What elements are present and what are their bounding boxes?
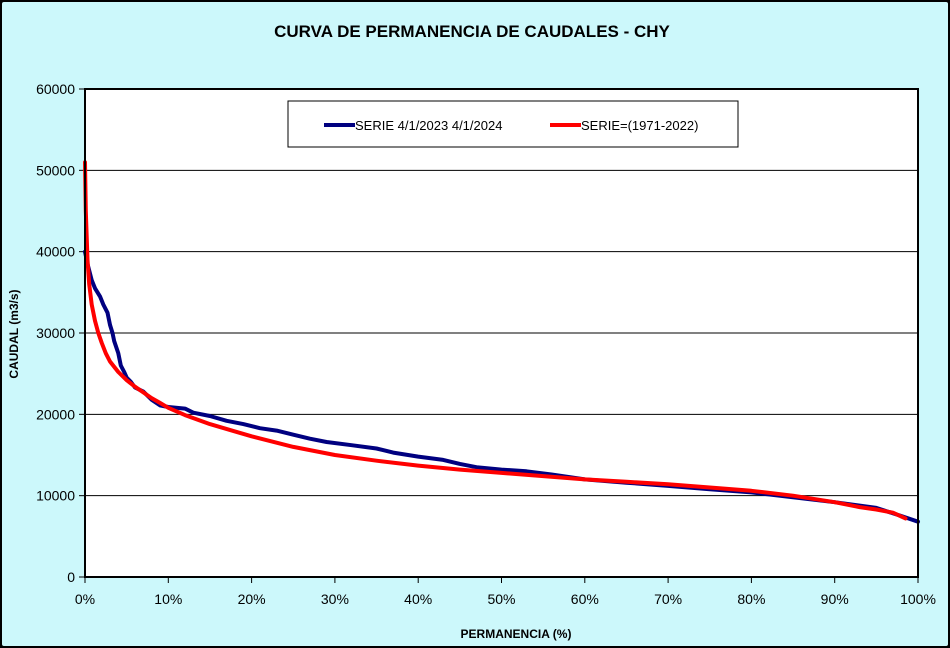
x-axis-ticks: 0% 10% 20% 30% 40% 50% 60% 70% 80% 90% 100% [75,577,936,607]
y-tick-label: 50000 [36,162,75,178]
x-tick-label: 60% [571,591,599,607]
y-tick-label: 40000 [36,244,75,260]
chart-title: CURVA DE PERMANENCIA DE CAUDALES - CHY [274,22,670,41]
x-tick-label: 90% [821,591,849,607]
x-tick-label: 70% [654,591,682,607]
x-tick-label: 20% [238,591,266,607]
y-tick-label: 30000 [36,325,75,341]
x-axis-label: PERMANENCIA (%) [461,627,572,641]
y-axis-label: CAUDAL (m3/s) [7,289,21,378]
series-lines [83,160,920,524]
y-tick-label: 0 [67,569,75,585]
x-tick-label: 0% [75,591,95,607]
x-tick-label: 100% [900,591,936,607]
x-tick-label: 50% [487,591,515,607]
legend-box [287,100,739,148]
series-line-2 [83,160,908,521]
y-tick-label: 10000 [36,488,75,504]
y-axis-ticks: 0 10000 20000 30000 40000 50000 60000 [36,81,85,585]
x-tick-label: 30% [321,591,349,607]
x-tick-label: 40% [404,591,432,607]
x-tick-label: 10% [154,591,182,607]
plot-border [84,88,919,578]
y-tick-label: 20000 [36,406,75,422]
legend: SERIE 4/1/2023 4/1/2024 SERIE=(1971-2022… [287,100,739,148]
legend-label-series-2: SERIE=(1971-2022) [581,118,698,133]
x-tick-label: 80% [737,591,765,607]
y-tick-label: 60000 [36,81,75,97]
legend-label-series-1: SERIE 4/1/2023 4/1/2024 [355,118,502,133]
